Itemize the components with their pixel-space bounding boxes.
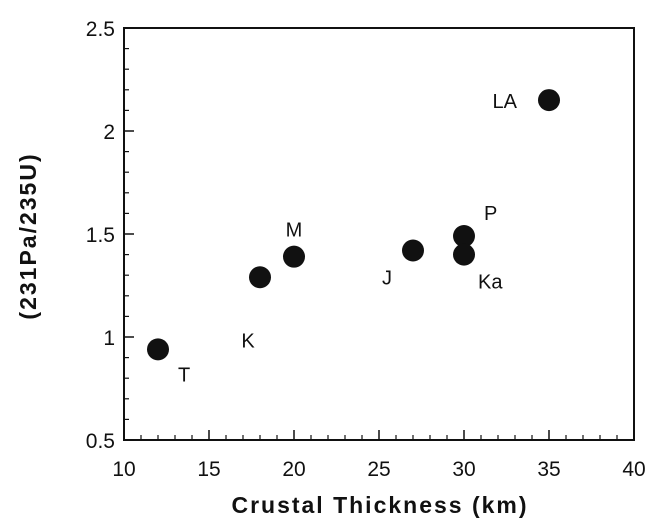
point-label-m: M <box>286 220 303 242</box>
point-label-t: T <box>178 364 190 386</box>
y-tick-label: 0.5 <box>86 430 115 453</box>
point-label-k: K <box>241 330 255 352</box>
data-point-la <box>538 89 560 112</box>
y-tick-label: 2.5 <box>86 18 115 41</box>
plot-frame <box>123 27 635 441</box>
x-tick-label: 35 <box>537 458 560 481</box>
data-point-ka <box>453 243 475 266</box>
x-tick-label: 40 <box>622 458 645 481</box>
y-tick-label: 1 <box>103 327 115 350</box>
y-tick-label: 2 <box>103 121 115 144</box>
data-point-k <box>249 266 271 289</box>
data-point-t <box>147 338 169 361</box>
point-label-la: LA <box>493 91 518 113</box>
point-label-p: P <box>484 203 497 225</box>
x-axis-label: Crustal Thickness (km) <box>231 492 528 518</box>
x-tick-label: 15 <box>197 458 220 481</box>
x-tick-label: 30 <box>452 458 475 481</box>
data-point-m <box>283 245 305 268</box>
point-label-ka: Ka <box>478 272 503 294</box>
y-axis-label: (231Pa/235U) <box>15 152 41 319</box>
data-point-p <box>453 225 475 248</box>
x-tick-label: 25 <box>367 458 390 481</box>
data-point-j <box>402 239 424 262</box>
x-tick-label: 20 <box>282 458 305 481</box>
y-tick-label: 1.5 <box>86 224 115 247</box>
point-label-j: J <box>382 267 392 289</box>
x-tick-label: 10 <box>112 458 135 481</box>
